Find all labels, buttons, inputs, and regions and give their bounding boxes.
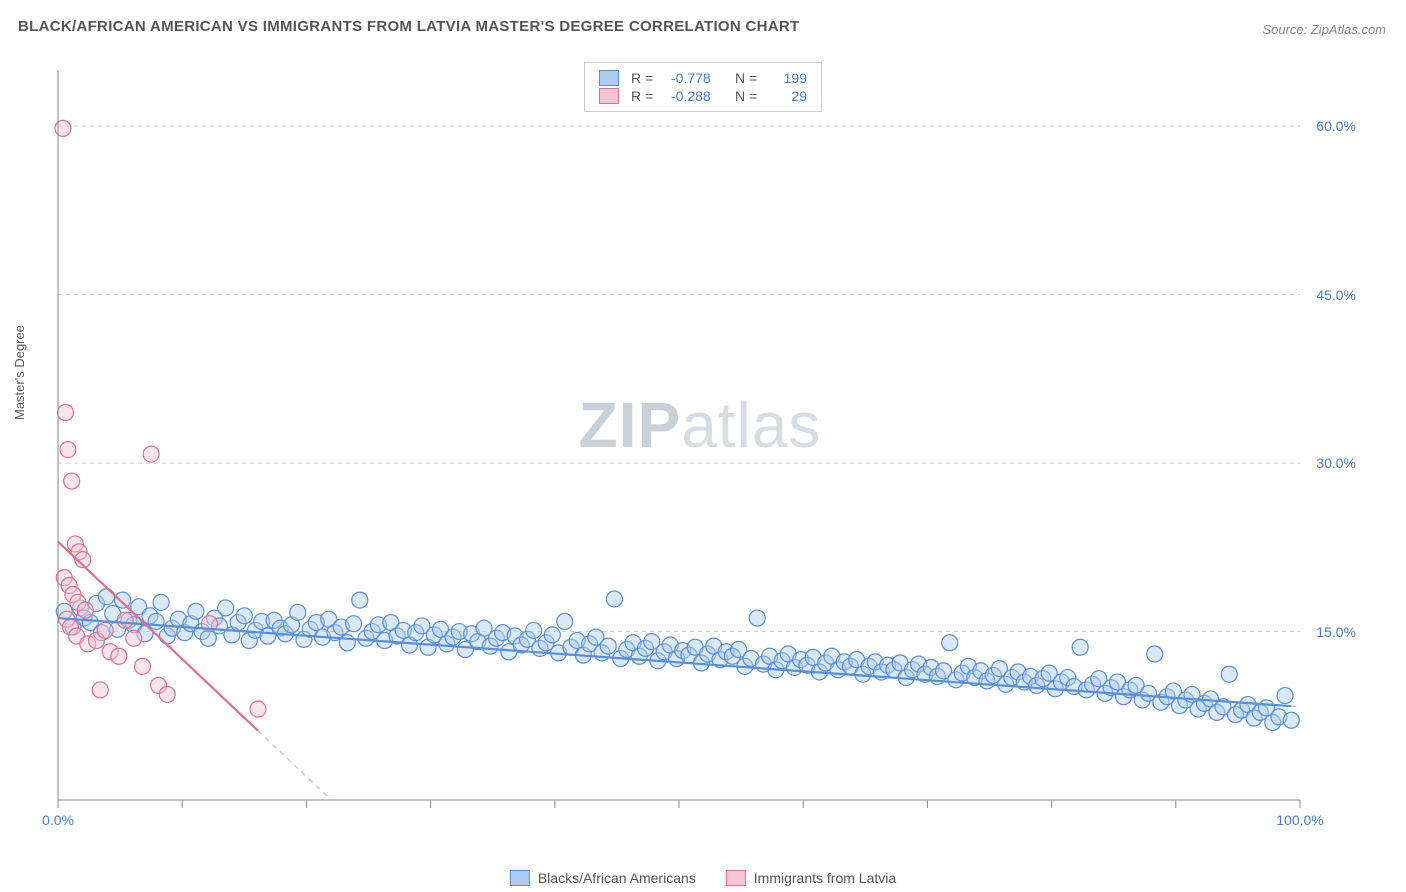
stats-legend-box: R = -0.778 N = 199 R = -0.288 N = 29 (584, 62, 822, 112)
chart-title: BLACK/AFRICAN AMERICAN VS IMMIGRANTS FRO… (18, 18, 799, 35)
legend-swatch (510, 870, 530, 886)
series-swatch (599, 88, 619, 104)
stats-row: R = -0.288 N = 29 (599, 87, 807, 105)
n-label: N = (735, 88, 763, 104)
x-tick-label: 0.0% (42, 812, 74, 828)
r-label: R = (631, 70, 659, 86)
legend-label: Blacks/African Americans (538, 870, 696, 886)
legend-swatch (726, 870, 746, 886)
n-label: N = (735, 70, 763, 86)
stats-row: R = -0.778 N = 199 (599, 69, 807, 87)
r-value: -0.778 (671, 70, 723, 86)
n-value: 29 (775, 88, 807, 104)
y-tick-label: 60.0% (1316, 118, 1356, 134)
series-swatch (599, 70, 619, 86)
y-axis-label: Master's Degree (12, 325, 27, 420)
bottom-legend: Blacks/African Americans Immigrants from … (510, 870, 896, 886)
x-tick-label: 100.0% (1276, 812, 1323, 828)
legend-item: Immigrants from Latvia (726, 870, 896, 886)
legend-label: Immigrants from Latvia (754, 870, 896, 886)
r-label: R = (631, 88, 659, 104)
y-tick-label: 15.0% (1316, 624, 1356, 640)
scatter-plot (50, 60, 1350, 820)
n-value: 199 (775, 70, 807, 86)
r-value: -0.288 (671, 88, 723, 104)
chart-area: ZIPatlas (50, 60, 1350, 820)
legend-item: Blacks/African Americans (510, 870, 696, 886)
y-tick-label: 45.0% (1316, 287, 1356, 303)
y-tick-label: 30.0% (1316, 455, 1356, 471)
source-label: Source: ZipAtlas.com (1262, 22, 1386, 37)
